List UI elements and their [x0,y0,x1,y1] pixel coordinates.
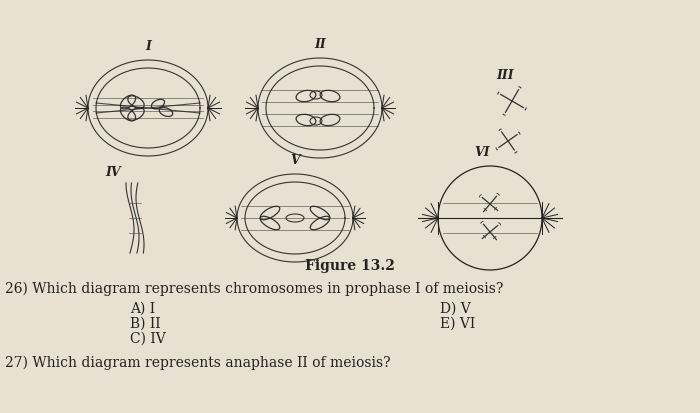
Text: B) II: B) II [130,316,160,330]
Text: I: I [145,40,151,53]
Text: VI: VI [474,146,490,159]
Text: IV: IV [105,166,121,178]
Text: II: II [314,38,326,51]
Text: III: III [496,69,514,82]
Text: V: V [290,154,300,166]
Text: 27) Which diagram represents anaphase II of meiosis?: 27) Which diagram represents anaphase II… [5,355,391,370]
Text: Figure 13.2: Figure 13.2 [305,259,395,272]
Text: C) IV: C) IV [130,331,166,345]
Text: E) VI: E) VI [440,316,475,330]
Text: D) V: D) V [440,301,470,315]
Text: A) I: A) I [130,301,155,315]
Text: 26) Which diagram represents chromosomes in prophase I of meiosis?: 26) Which diagram represents chromosomes… [5,281,503,296]
